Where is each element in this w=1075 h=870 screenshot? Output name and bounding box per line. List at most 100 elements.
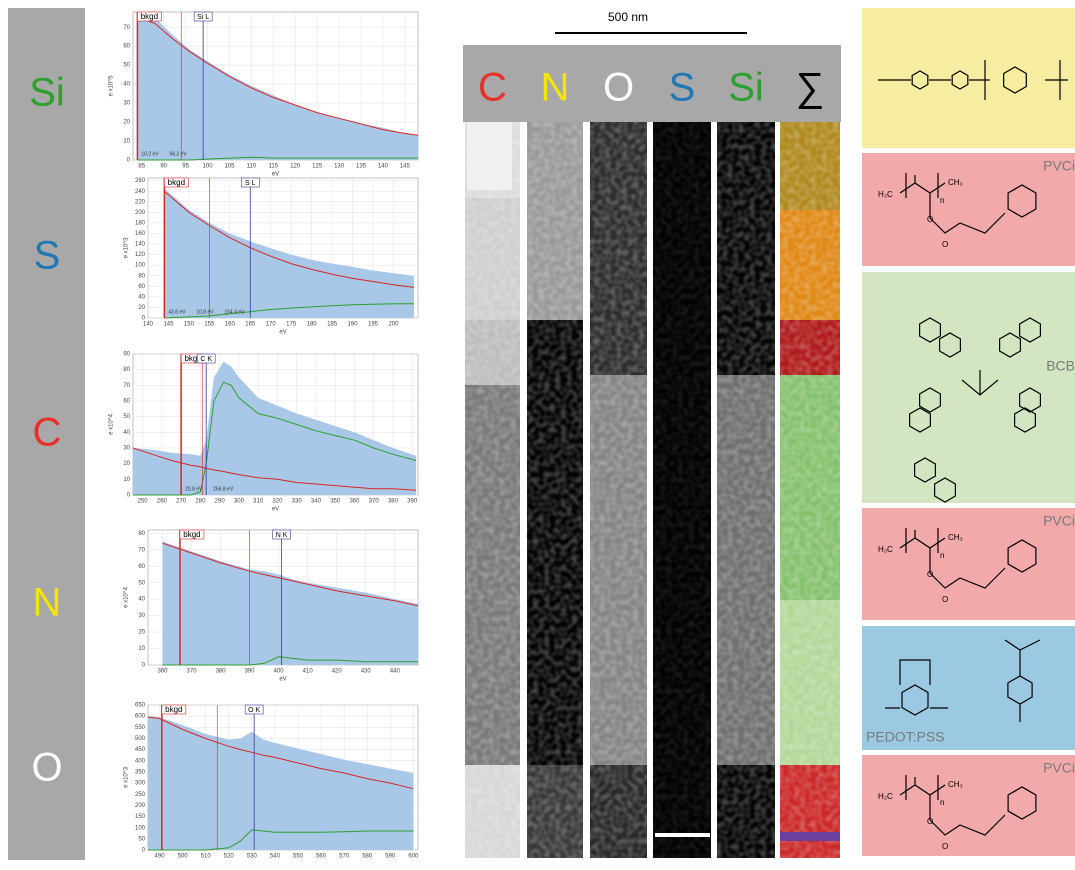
- y-tick-label: 80: [138, 531, 145, 537]
- edge-label: N K: [276, 532, 288, 539]
- y-axis-label: e x10^3: [124, 766, 130, 787]
- y-tick-label: 80: [138, 273, 145, 279]
- x-tick-label: 320: [272, 499, 283, 505]
- atom-label: O: [927, 570, 933, 579]
- x-tick-label: 300: [234, 499, 245, 505]
- y-tick-label: 400: [135, 758, 146, 764]
- x-axis-label: eV: [272, 507, 279, 513]
- map-band: [780, 832, 840, 841]
- atom-label: H₃C: [878, 792, 893, 801]
- element-label: S: [34, 234, 61, 278]
- map-header: [463, 45, 841, 122]
- x-tick-label: 570: [339, 854, 350, 860]
- x-tick-label: 180: [307, 322, 318, 328]
- y-tick-label: 80: [123, 367, 130, 373]
- y-tick-label: 70: [123, 383, 130, 389]
- x-tick-label: 160: [225, 322, 236, 328]
- y-tick-label: 60: [138, 564, 145, 570]
- y-tick-label: 60: [138, 284, 145, 290]
- y-tick-label: 0: [142, 848, 146, 854]
- y-tick-label: 0: [142, 663, 146, 669]
- y-tick-label: 260: [135, 178, 146, 184]
- x-tick-label: 145: [400, 164, 411, 170]
- x-tick-label: 105: [224, 164, 235, 170]
- y-axis-label: e x10^5: [109, 75, 115, 96]
- atom-label: CH₃: [948, 178, 963, 187]
- y-tick-label: 160: [135, 231, 146, 237]
- x-tick-label: 200: [388, 322, 399, 328]
- map-label: O: [603, 66, 634, 110]
- map-noise: [653, 122, 711, 858]
- y-tick-label: 70: [138, 547, 145, 553]
- x-tick-label: 420: [332, 669, 343, 675]
- y-tick-label: 50: [123, 414, 130, 420]
- y-tick-label: 50: [138, 836, 145, 842]
- x-tick-label: 120: [290, 164, 301, 170]
- y-tick-label: 10: [123, 477, 130, 483]
- x-tick-label: 400: [274, 669, 285, 675]
- window-label: 10.8 eV: [196, 309, 214, 315]
- y-tick-label: 180: [135, 220, 146, 226]
- x-tick-label: 340: [311, 499, 322, 505]
- window-label: 266.8 eV: [213, 486, 234, 492]
- map-label: ∑: [796, 66, 825, 110]
- y-axis-label: e x10^3: [124, 237, 130, 258]
- map-band: [467, 122, 512, 190]
- layer-label: PVCi: [1043, 513, 1075, 529]
- map-noise: [717, 122, 775, 858]
- x-tick-label: 135: [356, 164, 367, 170]
- y-tick-label: 250: [135, 792, 146, 798]
- y-tick-label: 240: [135, 189, 146, 195]
- y-tick-label: 30: [123, 101, 130, 107]
- atom-label: H₃C: [878, 545, 893, 554]
- x-tick-label: 380: [388, 499, 399, 505]
- y-tick-label: 600: [135, 714, 146, 720]
- x-tick-label: 370: [369, 499, 380, 505]
- y-tick-label: 150: [135, 814, 146, 820]
- atom-label: CH₃: [948, 533, 963, 542]
- layer-box: [862, 272, 1075, 503]
- x-tick-label: 155: [204, 322, 215, 328]
- atom-label: O: [942, 240, 948, 249]
- x-tick-label: 410: [303, 669, 314, 675]
- x-tick-label: 165: [245, 322, 256, 328]
- x-tick-label: 360: [158, 669, 169, 675]
- x-tick-label: 380: [216, 669, 227, 675]
- x-tick-label: 490: [155, 854, 166, 860]
- layer-label: BCB: [1046, 358, 1075, 374]
- x-axis-label: eV: [272, 172, 279, 178]
- map-label: Si: [728, 66, 764, 110]
- y-tick-label: 10: [123, 139, 130, 145]
- x-tick-label: 95: [182, 164, 189, 170]
- layer-label: PVCi: [1043, 760, 1075, 776]
- x-tick-label: 310: [253, 499, 264, 505]
- x-tick-label: 140: [143, 322, 154, 328]
- y-tick-label: 10: [138, 646, 145, 652]
- y-tick-label: 40: [123, 82, 130, 88]
- atom-label: H₃C: [878, 190, 893, 199]
- x-tick-label: 175: [286, 322, 297, 328]
- x-tick-label: 600: [408, 854, 419, 860]
- window-label: 10.2 eV: [141, 151, 159, 157]
- x-tick-label: 330: [292, 499, 303, 505]
- x-tick-label: 370: [187, 669, 198, 675]
- atom-label: O: [942, 595, 948, 604]
- y-tick-label: 20: [138, 630, 145, 636]
- element-label: N: [33, 581, 62, 625]
- atom-label: O: [927, 215, 933, 224]
- edge-label: S L: [245, 180, 256, 187]
- scale-bar-label: 500 nm: [608, 10, 648, 24]
- layer-box: [862, 8, 1075, 148]
- atom-label: O: [942, 842, 948, 851]
- y-tick-label: 20: [138, 305, 145, 311]
- atom-label: O: [927, 817, 933, 826]
- atom-label: n: [940, 551, 944, 560]
- x-tick-label: 590: [385, 854, 396, 860]
- y-tick-label: 100: [135, 825, 146, 831]
- x-tick-label: 510: [201, 854, 212, 860]
- atom-label: n: [940, 798, 944, 807]
- x-tick-label: 550: [293, 854, 304, 860]
- y-tick-label: 20: [123, 461, 130, 467]
- bkgd-label: bkgd: [183, 530, 200, 539]
- figure: 500 nm SiSCNOCNOSSi∑PVCiBCBPVCiPEDOT:PSS…: [0, 0, 1075, 865]
